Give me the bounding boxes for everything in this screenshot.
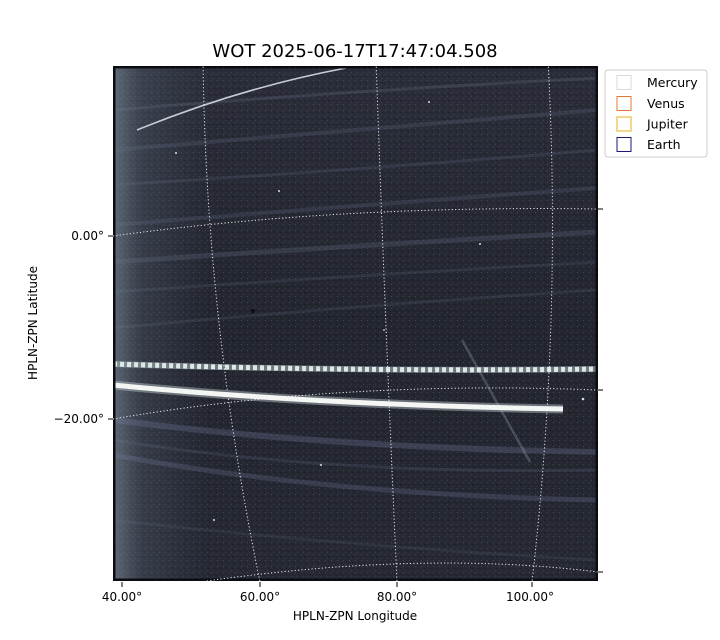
grid-lon-100	[531, 59, 553, 583]
image-left-glow	[113, 66, 598, 581]
bright-arc	[136, 67, 347, 131]
y-tick-label: 0.00°	[71, 229, 104, 243]
x-tick-label: 60.00°	[240, 590, 280, 604]
x-tick-label: 40.00°	[102, 590, 142, 604]
x-tick-label: 80.00°	[377, 590, 417, 604]
axis-ticks	[108, 208, 603, 587]
chart-title: WOT 2025-06-17T17:47:04.508	[212, 41, 497, 62]
faint-streaks	[113, 76, 598, 562]
y-tick-label: −20.00°	[54, 412, 104, 426]
x-axis-label: HPLN-ZPN Longitude	[293, 609, 417, 623]
x-tick-label: 100.00°	[506, 590, 554, 604]
legend-label: Mercury	[647, 75, 698, 90]
dark-spot	[251, 309, 255, 313]
legend-label: Earth	[647, 137, 681, 152]
legend-label: Jupiter	[646, 117, 689, 132]
grid-lon-80	[375, 59, 398, 583]
legend-label: Venus	[647, 96, 685, 111]
legend-swatch-mercury	[616, 75, 632, 90]
grid-lat-0	[112, 208, 599, 237]
legend-swatch-jupiter	[616, 116, 632, 132]
legend-swatch-venus	[616, 96, 632, 111]
beaded-streak-glow	[113, 361, 598, 373]
legend-swatch-earth	[616, 137, 632, 152]
grid-lon-60	[202, 59, 261, 583]
coordinate-grid	[112, 59, 599, 583]
y-axis-label: HPLN-ZPN Latitude	[26, 266, 40, 380]
main-streak	[113, 382, 564, 412]
image-panel	[113, 66, 598, 581]
stars	[175, 101, 585, 521]
legend-box	[604, 69, 708, 158]
legend: Mercury Venus Jupiter Earth	[604, 69, 708, 158]
